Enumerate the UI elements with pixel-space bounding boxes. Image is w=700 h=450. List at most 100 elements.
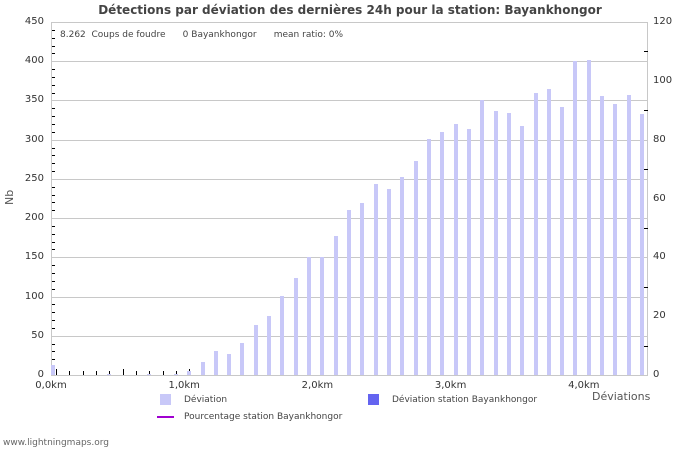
bar xyxy=(506,112,511,375)
y-axis-left xyxy=(51,22,52,375)
y-right-tick-label: 60 xyxy=(653,192,666,204)
y-right-minor-tick xyxy=(644,110,648,112)
y-minor-tick xyxy=(52,210,55,212)
y-tick-label: 450 xyxy=(24,16,44,27)
y-minor-tick xyxy=(52,163,55,165)
x-tick-mark xyxy=(109,371,111,375)
strokes-label: Coups de foudre xyxy=(91,30,166,40)
y-minor-tick xyxy=(52,194,55,196)
y-axis-left-label: Nb xyxy=(3,189,16,205)
legend-item-percentage-station: Pourcentage station Bayankhongor xyxy=(157,412,342,422)
bar xyxy=(387,189,391,375)
y-minor-tick xyxy=(52,233,55,235)
y-minor-tick xyxy=(52,69,55,71)
x-tick-mark xyxy=(122,369,124,375)
y-minor-tick xyxy=(52,123,55,125)
x-tick-mark xyxy=(149,371,151,375)
bar xyxy=(173,374,178,375)
legend-label-deviation-station: Déviation station Bayankhongor xyxy=(392,394,538,405)
legend-item-deviation-station: Déviation station Bayankhongor xyxy=(368,394,537,405)
bar xyxy=(520,125,525,375)
bar xyxy=(640,113,645,375)
bar xyxy=(426,138,431,375)
bar xyxy=(373,184,378,375)
bar xyxy=(293,277,298,375)
y-tick-label: 100 xyxy=(24,290,44,302)
x-tick-label: 1,0km xyxy=(168,380,200,391)
x-tick-label: 0,0km xyxy=(35,380,67,391)
x-axis-label: Déviations xyxy=(592,390,651,403)
station-count: 0 xyxy=(182,30,189,40)
legend-label-percentage-station: Pourcentage station Bayankhongor xyxy=(184,412,343,422)
y-minor-tick xyxy=(52,37,55,39)
y-minor-tick xyxy=(52,84,55,86)
bar xyxy=(320,257,325,375)
bar xyxy=(480,100,485,375)
stats-line: 8.262 Coups de foudre 0 Bayankhongor mea… xyxy=(60,30,343,40)
bar xyxy=(240,342,245,375)
y-minor-tick xyxy=(52,147,55,149)
y-minor-tick xyxy=(52,359,55,361)
x-axis xyxy=(51,375,648,376)
legend-item-deviation: Déviation xyxy=(160,394,227,405)
bar xyxy=(586,60,591,375)
x-tick-label: 3,0km xyxy=(434,380,467,391)
bar xyxy=(493,110,498,375)
bar xyxy=(280,295,285,375)
bar xyxy=(546,88,551,375)
y-tick-label: 400 xyxy=(24,55,44,67)
x-tick-label: 4,0km xyxy=(568,380,600,391)
mean-ratio: mean ratio: 0% xyxy=(273,30,344,40)
y-minor-tick xyxy=(52,312,55,314)
y-minor-tick xyxy=(52,327,55,329)
y-tick-label: 350 xyxy=(24,94,44,106)
bar xyxy=(347,210,352,375)
bar xyxy=(600,95,605,375)
y-minor-tick xyxy=(52,45,55,47)
y-tick-label: 0 xyxy=(37,369,44,380)
bar xyxy=(400,177,405,375)
x-tick-label: 2,0km xyxy=(301,380,334,391)
bar xyxy=(453,123,458,375)
y-right-tick-label: 100 xyxy=(653,74,673,86)
y-minor-tick xyxy=(52,265,55,267)
x-tick-mark xyxy=(175,371,177,375)
x-tick-mark xyxy=(95,371,97,375)
gridline xyxy=(51,139,648,141)
y-right-tick-label: 120 xyxy=(653,16,673,27)
y-minor-tick xyxy=(52,351,55,353)
y-right-tick-label: 0 xyxy=(653,369,660,380)
y-minor-tick xyxy=(52,202,55,204)
bar xyxy=(440,131,445,375)
chart-title: Détections par déviation des dernières 2… xyxy=(98,3,602,17)
y-minor-tick xyxy=(52,131,55,133)
y-minor-tick xyxy=(52,171,55,173)
y-minor-tick xyxy=(52,320,55,322)
y-right-minor-tick xyxy=(644,286,648,288)
y-minor-tick xyxy=(52,108,55,110)
y-minor-tick xyxy=(52,225,55,227)
strokes-count: 8.262 xyxy=(60,30,86,40)
y-minor-tick xyxy=(52,92,55,94)
bar xyxy=(613,104,618,375)
bar xyxy=(466,128,471,375)
y-right-minor-tick xyxy=(644,345,648,347)
bar xyxy=(147,374,152,375)
bar xyxy=(267,316,272,375)
x-tick-mark xyxy=(69,371,71,375)
y-minor-tick xyxy=(52,186,55,188)
y-minor-tick xyxy=(52,53,55,55)
gridline xyxy=(51,61,648,63)
y-right-minor-tick xyxy=(644,51,648,53)
y-tick-label: 300 xyxy=(24,133,44,145)
y-minor-tick xyxy=(52,29,55,31)
bar xyxy=(307,257,312,375)
bar xyxy=(533,92,538,375)
plot-area xyxy=(51,22,648,375)
y-minor-tick xyxy=(52,241,55,243)
legend-swatch-deviation xyxy=(160,394,171,405)
bar xyxy=(213,351,218,375)
y-minor-tick xyxy=(52,249,55,251)
bar xyxy=(560,106,565,375)
legend-label-deviation: Déviation xyxy=(184,394,228,405)
